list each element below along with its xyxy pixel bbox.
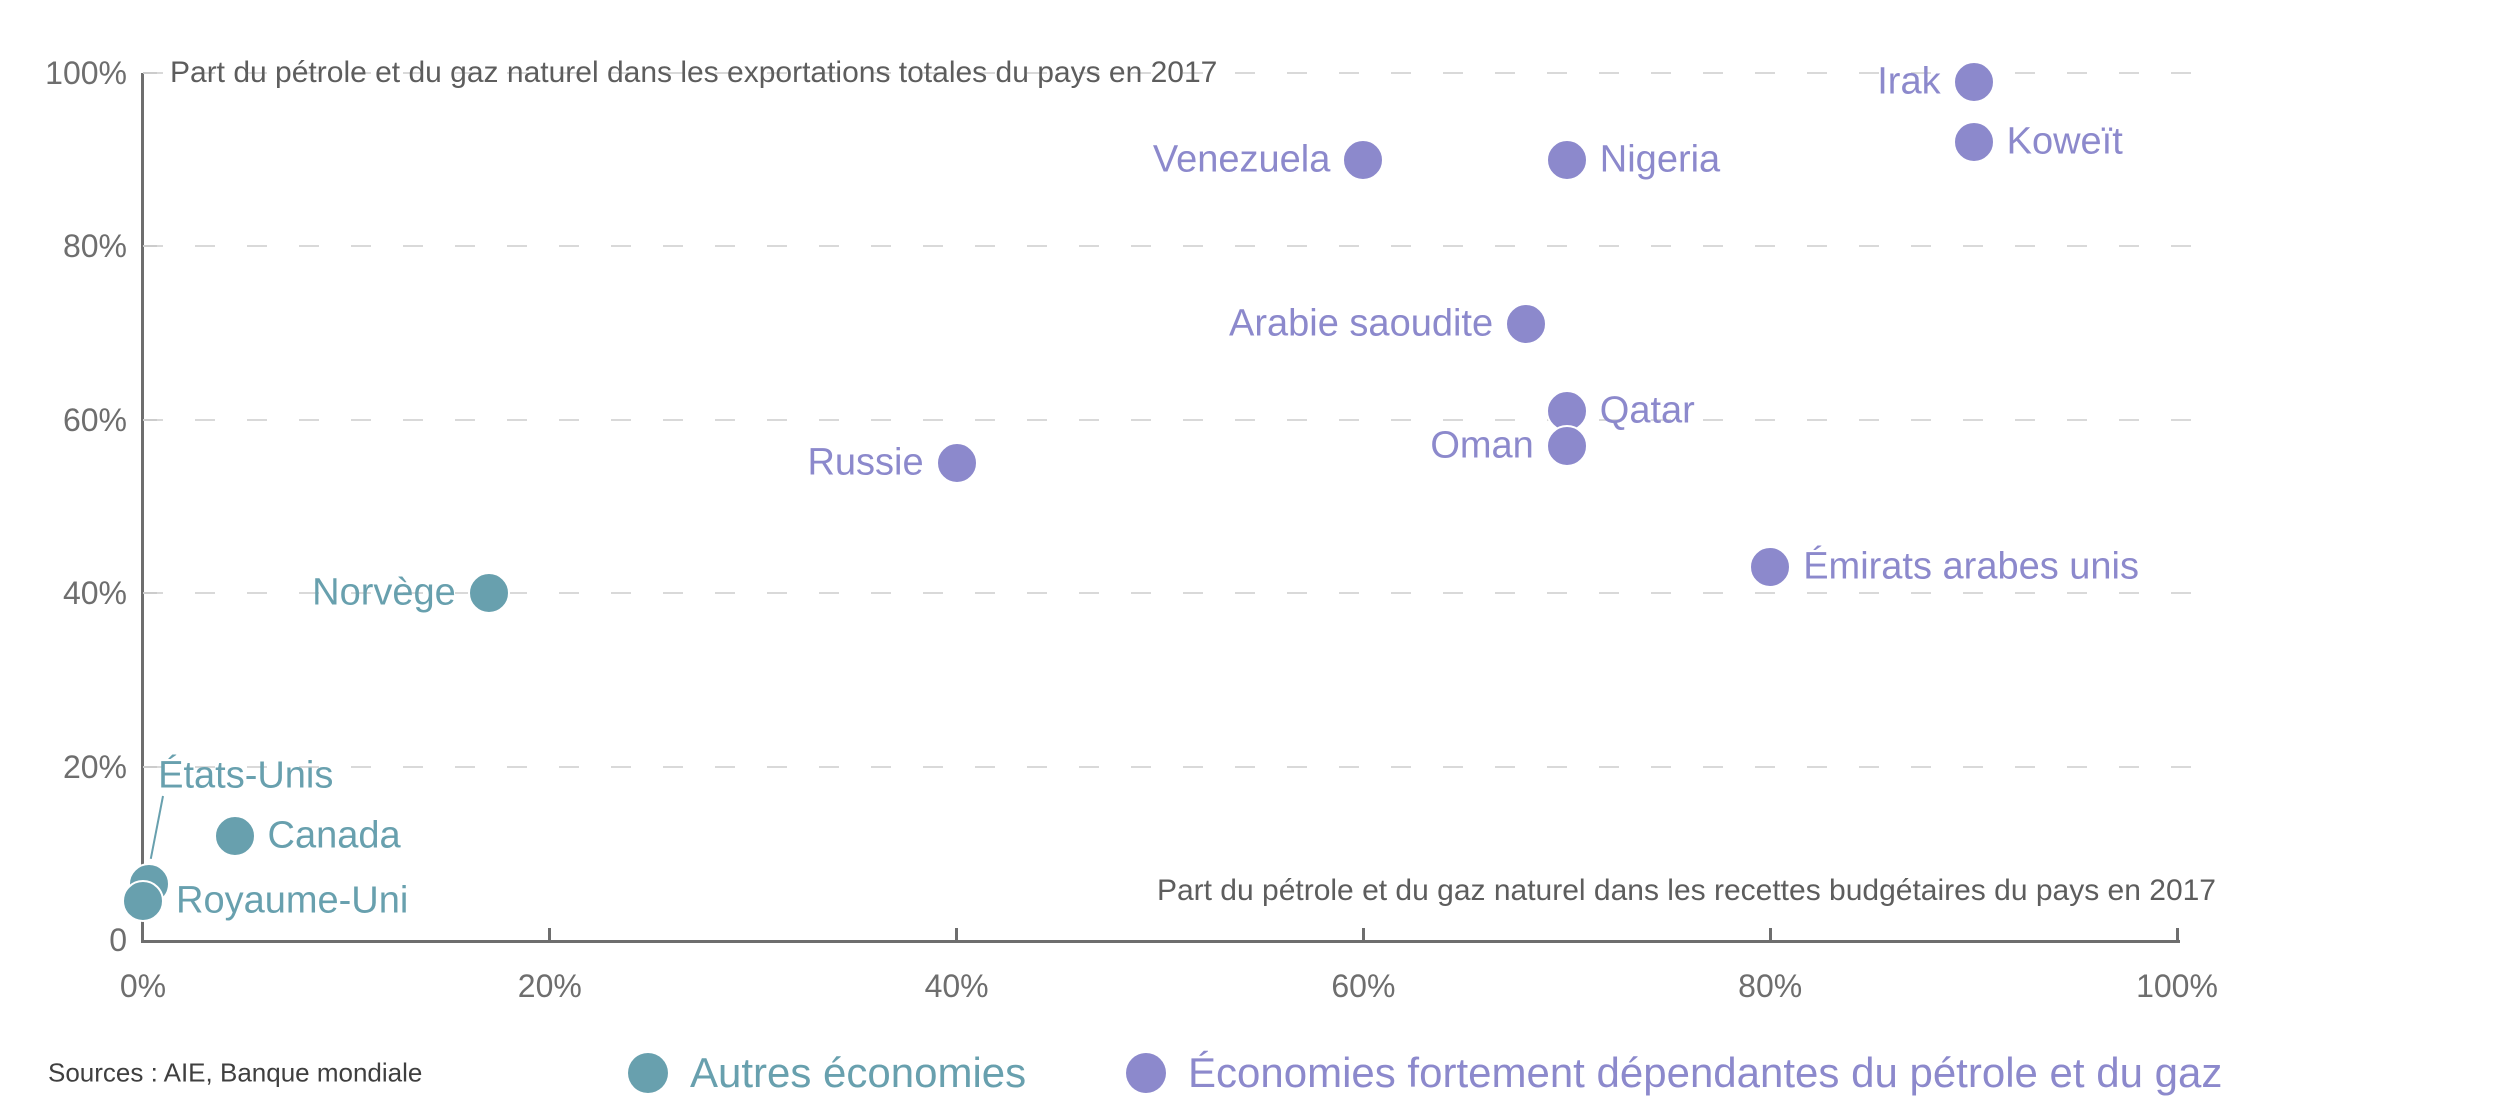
data-point-venezuela bbox=[1342, 138, 1385, 181]
data-point-label-royaume-uni: Royaume-Uni bbox=[176, 879, 409, 922]
data-point-label-etats-unis: États-Unis bbox=[158, 754, 334, 797]
y-tick-label-20: 20% bbox=[62, 748, 127, 785]
x-tick-label-80: 80% bbox=[1738, 968, 1803, 1004]
x-axis-title: Part du pétrole et du gaz naturel dans l… bbox=[1156, 874, 2216, 907]
x-tick-60 bbox=[1361, 928, 1365, 942]
data-point-label-koweit: Koweït bbox=[2006, 120, 2123, 163]
data-point-label-venezuela: Venezuela bbox=[1152, 138, 1331, 181]
y-tick-60 bbox=[143, 418, 157, 421]
data-point-koweit bbox=[1952, 121, 1995, 164]
data-point-label-norvege: Norvège bbox=[312, 571, 456, 614]
y-axis-title: Part du pétrole et du gaz naturel dans l… bbox=[170, 56, 1218, 89]
x-tick-40 bbox=[955, 928, 959, 942]
y-tick-label-60: 60% bbox=[62, 401, 127, 438]
data-point-label-oman: Oman bbox=[1430, 424, 1534, 467]
data-point-label-irak: Irak bbox=[1877, 60, 1941, 103]
legend-label-economies-dependantes: Économies fortement dépendantes du pétro… bbox=[1188, 1049, 2223, 1096]
x-tick-label-20: 20% bbox=[517, 968, 582, 1004]
data-point-norvege bbox=[467, 572, 510, 615]
legend-item-autres-economies: Autres économies bbox=[628, 1049, 1026, 1097]
y-tick-label-40: 40% bbox=[62, 575, 127, 612]
x-tick-label-0: 0% bbox=[119, 968, 167, 1004]
legend-dot-economies-dependantes-icon bbox=[1126, 1053, 1166, 1093]
gridline-40 bbox=[143, 592, 2191, 595]
source-note: Sources : AIE, Banque mondiale bbox=[48, 1057, 423, 1088]
y-axis-line bbox=[141, 73, 144, 943]
data-point-russie bbox=[935, 442, 978, 485]
x-tick-20 bbox=[548, 928, 552, 942]
data-point-arabie-saoudite bbox=[1505, 303, 1548, 346]
x-axis-line bbox=[141, 940, 2180, 943]
legend-dot-autres-economies-icon bbox=[628, 1053, 668, 1093]
data-point-label-emirats-arabes-unis: Émirats arabes unis bbox=[1803, 545, 2139, 588]
y-tick-80 bbox=[143, 245, 157, 248]
data-point-royaume-uni bbox=[122, 879, 164, 922]
data-point-oman bbox=[1545, 424, 1588, 467]
x-tick-label-40: 40% bbox=[924, 968, 989, 1004]
legend-item-economies-dependantes: Économies fortement dépendantes du pétro… bbox=[1126, 1049, 2222, 1097]
data-point-label-qatar: Qatar bbox=[1599, 389, 1695, 432]
gridline-80 bbox=[143, 245, 2191, 248]
x-tick-label-60: 60% bbox=[1331, 968, 1396, 1004]
x-tick-100 bbox=[2175, 928, 2179, 942]
gridline-20 bbox=[143, 765, 2191, 768]
data-point-label-canada: Canada bbox=[267, 814, 401, 857]
data-point-irak bbox=[1952, 60, 1995, 103]
y-tick-40 bbox=[143, 592, 157, 595]
data-point-label-nigeria: Nigeria bbox=[1599, 138, 1721, 181]
x-tick-80 bbox=[1768, 928, 1772, 942]
y-tick-100 bbox=[143, 72, 157, 74]
y-tick-label-0: 0 bbox=[109, 922, 127, 958]
data-point-label-russie: Russie bbox=[807, 441, 924, 484]
gridline-100 bbox=[143, 72, 2191, 74]
legend-label-autres-economies: Autres économies bbox=[690, 1049, 1027, 1096]
leader-line-etats-unis bbox=[149, 795, 165, 859]
data-point-canada bbox=[213, 814, 256, 857]
data-point-label-arabie-saoudite: Arabie saoudite bbox=[1229, 302, 1494, 345]
y-tick-label-80: 80% bbox=[62, 228, 127, 265]
y-tick-20 bbox=[143, 765, 157, 768]
x-tick-label-100: 100% bbox=[2136, 968, 2218, 1004]
y-tick-label-100: 100% bbox=[45, 55, 127, 91]
data-point-nigeria bbox=[1545, 138, 1588, 181]
data-point-emirats-arabes-unis bbox=[1749, 546, 1792, 589]
gridline-60 bbox=[143, 418, 2191, 421]
